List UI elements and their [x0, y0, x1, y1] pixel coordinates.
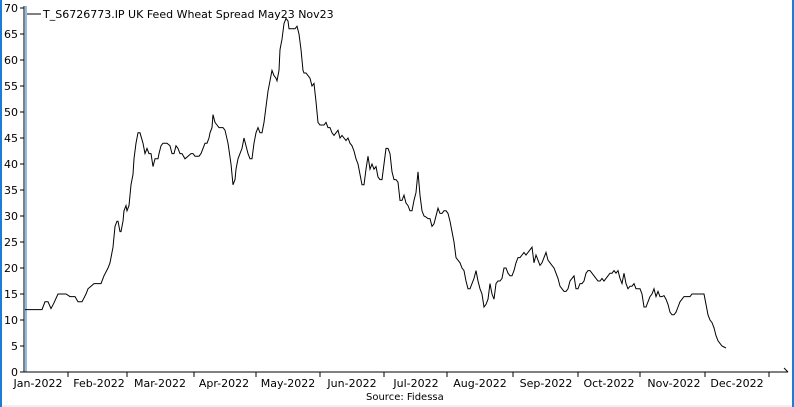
series-line	[25, 17, 727, 349]
x-tick-label: Jul-2022	[392, 377, 438, 390]
y-tick-label: 45	[4, 132, 18, 145]
x-tick-label: Aug-2022	[453, 377, 506, 390]
y-axis: 0 5 10 15 20 25 30 35 40 45 50 55 60 65 70	[4, 2, 27, 379]
y-tick-label: 55	[4, 80, 18, 93]
y-tick-label: 65	[4, 28, 18, 41]
x-tick-label: Sep-2022	[520, 377, 573, 390]
x-tick-label: Dec-2022	[710, 377, 763, 390]
x-tick-label: Apr-2022	[199, 377, 249, 390]
bottom-strip	[2, 405, 792, 407]
y-tick-label: 10	[4, 314, 18, 327]
x-tick-label: Nov-2022	[647, 377, 700, 390]
y-tick-label: 60	[4, 54, 18, 67]
y-tick-label: 15	[4, 288, 18, 301]
y-tick-label: 35	[4, 184, 18, 197]
x-axis: Jan-2022 Feb-2022 Mar-2022 Apr-2022 May-2022…	[13, 367, 789, 390]
chart-title: T_S6726773.IP UK Feed Wheat Spread May23…	[43, 8, 334, 21]
x-tick-label: May-2022	[261, 377, 316, 390]
x-tick-label: Oct-2022	[584, 377, 635, 390]
y-tick-label: 30	[4, 210, 18, 223]
x-tick-label: Feb-2022	[73, 377, 124, 390]
y-tick-label: 50	[4, 106, 18, 119]
x-tick-label: Jan-2022	[13, 377, 63, 390]
x-tick-label: Mar-2022	[134, 377, 186, 390]
y-tick-label: 0	[11, 366, 18, 379]
y-tick-label: 40	[4, 158, 18, 171]
axis-arrow-icon	[783, 367, 789, 373]
y-tick-label: 5	[11, 340, 18, 353]
y-tick-label: 20	[4, 262, 18, 275]
source-label: Source: Fidessa	[366, 392, 444, 403]
x-tick-label: Jun-2022	[326, 377, 376, 390]
y-tick-label: 25	[4, 236, 18, 249]
y-tick-label: 70	[4, 2, 18, 15]
